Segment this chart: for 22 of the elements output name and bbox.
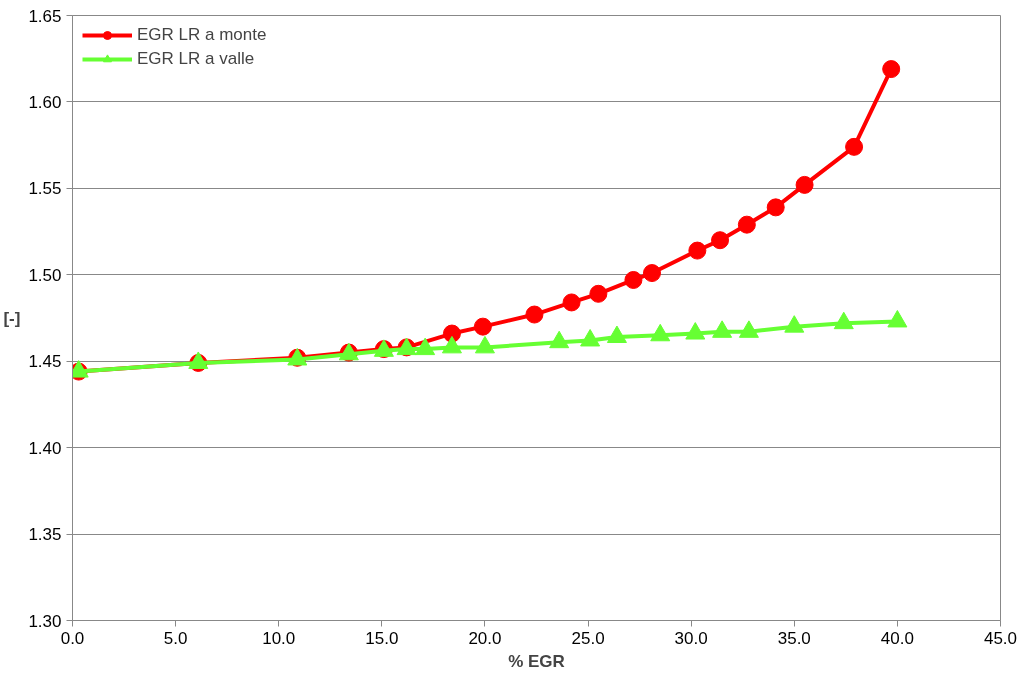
y-tick-label: 1.30 <box>28 611 62 631</box>
y-tick-label: 1.50 <box>28 265 62 285</box>
x-tick-label: 20.0 <box>468 628 502 648</box>
x-tick-label: 40.0 <box>880 628 914 648</box>
x-tick-label: 10.0 <box>262 628 296 648</box>
legend-label: EGR LR a monte <box>137 25 267 45</box>
y-tick-label: 1.65 <box>28 6 62 26</box>
y-axis-title: [-] <box>3 308 21 328</box>
legend-label: EGR LR a valle <box>137 49 255 69</box>
x-tick-label: 45.0 <box>983 628 1018 648</box>
y-tick-label: 1.45 <box>28 352 62 372</box>
y-tick-label: 1.55 <box>28 179 62 199</box>
y-tick-label: 1.60 <box>28 92 62 112</box>
y-tick-label: 1.35 <box>28 525 62 545</box>
x-tick-label: 0.0 <box>60 628 85 648</box>
y-tick-label: 1.40 <box>28 438 62 458</box>
x-tick-label: 30.0 <box>674 628 708 648</box>
x-tick-label: 25.0 <box>571 628 605 648</box>
x-tick-label: 15.0 <box>365 628 399 648</box>
x-tick-label: 35.0 <box>777 628 811 648</box>
x-axis-title: % EGR <box>508 651 565 671</box>
x-tick-label: 5.0 <box>163 628 188 648</box>
